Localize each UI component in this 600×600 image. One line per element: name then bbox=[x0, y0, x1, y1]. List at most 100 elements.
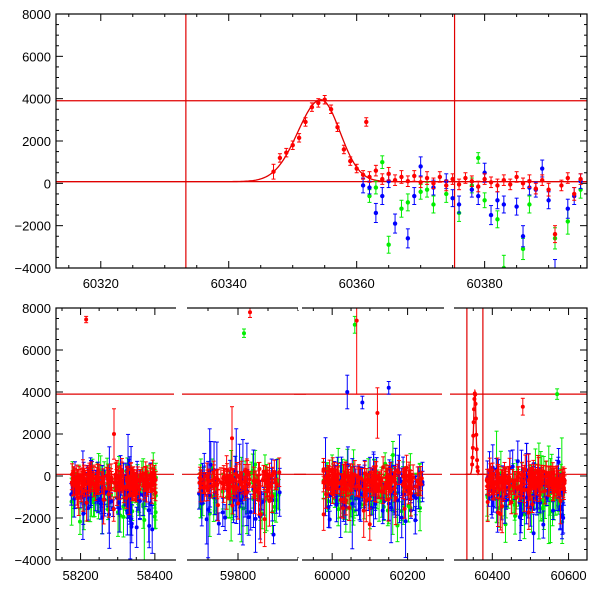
data-point-red bbox=[470, 462, 475, 467]
data-point-red bbox=[128, 481, 133, 486]
y-tick-label: 8000 bbox=[22, 301, 51, 316]
data-point-blue bbox=[469, 187, 475, 192]
data-point-red bbox=[338, 497, 343, 502]
data-point-blue bbox=[531, 531, 536, 536]
data-point-red bbox=[144, 479, 149, 484]
data-point-blue bbox=[418, 164, 423, 169]
bottom-plot-area bbox=[56, 308, 587, 560]
data-point-red bbox=[388, 474, 393, 479]
data-point-blue bbox=[413, 518, 418, 523]
data-point-red bbox=[476, 184, 481, 189]
data-point-red bbox=[222, 476, 227, 481]
data-point-red bbox=[542, 488, 547, 493]
data-point-red bbox=[374, 473, 379, 478]
data-point-red bbox=[324, 474, 329, 479]
data-point-red bbox=[397, 470, 402, 475]
data-point-red bbox=[354, 484, 359, 489]
data-point-red bbox=[296, 135, 302, 141]
data-point-red bbox=[527, 179, 532, 184]
data-point-red bbox=[380, 176, 385, 182]
data-point-red bbox=[500, 504, 505, 509]
data-point-blue bbox=[271, 532, 276, 537]
data-point-green bbox=[495, 217, 500, 222]
data-point-blue bbox=[373, 501, 378, 506]
data-point-red bbox=[565, 175, 571, 181]
data-point-red bbox=[415, 479, 420, 484]
data-point-blue bbox=[334, 502, 339, 507]
data-point-red bbox=[520, 181, 526, 186]
data-point-red bbox=[321, 469, 326, 474]
data-point-red bbox=[488, 180, 494, 185]
data-point-red bbox=[269, 484, 274, 489]
data-point-red bbox=[408, 490, 413, 495]
data-point-red bbox=[526, 487, 531, 492]
y-tick-label: 0 bbox=[44, 469, 51, 484]
data-point-red bbox=[475, 469, 480, 474]
data-point-red bbox=[367, 479, 372, 484]
data-point-red bbox=[444, 183, 449, 188]
data-point-blue bbox=[380, 193, 385, 199]
data-point-red bbox=[322, 97, 327, 102]
data-point-red bbox=[373, 168, 379, 173]
data-point-red bbox=[201, 481, 206, 486]
data-point-red bbox=[357, 484, 362, 489]
data-point-red bbox=[125, 475, 130, 480]
data-point-red bbox=[354, 166, 359, 171]
data-point-red bbox=[515, 487, 520, 492]
model-curve bbox=[465, 390, 487, 475]
data-point-red bbox=[456, 182, 462, 187]
data-point-red bbox=[82, 489, 87, 494]
data-point-red bbox=[546, 187, 551, 192]
data-point-red bbox=[204, 473, 209, 478]
x-tick-label: 60200 bbox=[390, 568, 426, 583]
data-point-blue bbox=[350, 501, 355, 506]
data-point-red bbox=[116, 475, 121, 480]
data-point-red bbox=[367, 174, 372, 180]
data-point-blue bbox=[246, 515, 251, 520]
data-point-red bbox=[364, 498, 369, 503]
data-point-red bbox=[256, 486, 261, 491]
model-curve bbox=[56, 99, 587, 183]
data-point-red bbox=[86, 481, 91, 486]
data-point-red bbox=[360, 172, 366, 178]
data-point-red bbox=[218, 480, 223, 485]
data-point-red bbox=[367, 522, 372, 527]
data-point-red bbox=[514, 174, 519, 180]
data-point-red bbox=[209, 484, 214, 489]
data-point-red bbox=[91, 482, 96, 487]
data-point-red bbox=[385, 476, 390, 481]
data-point-red bbox=[134, 482, 139, 487]
data-point-red bbox=[561, 475, 566, 480]
data-point-red bbox=[405, 484, 410, 489]
data-point-red bbox=[93, 485, 98, 490]
data-point-red bbox=[111, 507, 116, 512]
data-point-red bbox=[346, 475, 351, 480]
x-tick-label: 60380 bbox=[467, 276, 503, 291]
data-point-red bbox=[404, 474, 409, 479]
data-point-red bbox=[303, 119, 308, 125]
data-point-red bbox=[559, 183, 564, 188]
data-point-blue bbox=[360, 183, 366, 188]
data-point-red bbox=[552, 231, 558, 237]
data-point-blue bbox=[389, 505, 394, 510]
data-point-red bbox=[562, 478, 567, 483]
data-point-red bbox=[224, 480, 229, 485]
data-point-blue bbox=[146, 508, 151, 513]
data-point-red bbox=[498, 512, 503, 517]
data-point-red bbox=[270, 494, 275, 499]
data-point-red bbox=[482, 176, 487, 182]
data-point-red bbox=[316, 100, 321, 106]
data-point-red bbox=[450, 176, 455, 182]
data-point-red bbox=[273, 479, 278, 484]
y-tick-label: 6000 bbox=[22, 49, 51, 64]
data-point-red bbox=[344, 498, 349, 503]
data-point-green bbox=[386, 242, 391, 247]
data-point-red bbox=[328, 107, 334, 112]
data-point-red bbox=[473, 416, 478, 421]
data-point-red bbox=[347, 505, 352, 510]
y-tick-label: −4000 bbox=[14, 553, 51, 568]
data-point-green bbox=[520, 246, 526, 252]
data-point-blue bbox=[495, 198, 500, 203]
data-point-green bbox=[399, 206, 404, 211]
data-point-red bbox=[290, 143, 295, 148]
